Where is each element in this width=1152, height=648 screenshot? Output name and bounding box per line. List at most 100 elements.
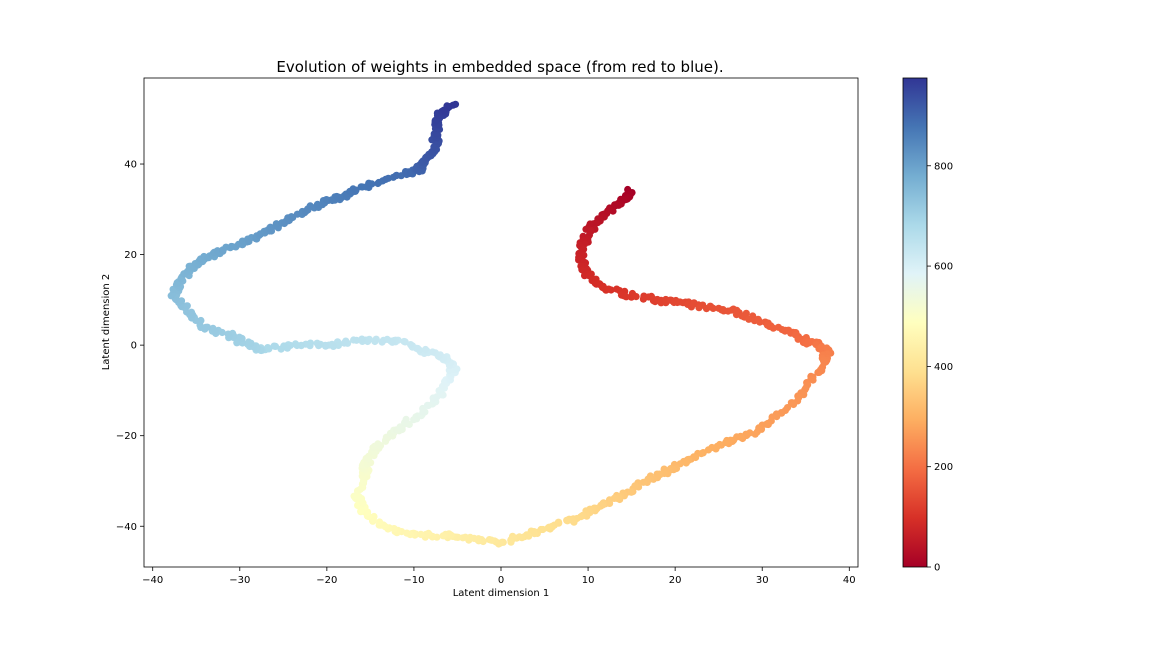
scatter-point bbox=[302, 207, 310, 215]
scatter-point bbox=[402, 415, 410, 423]
scatter-point bbox=[352, 336, 361, 344]
scatter-point bbox=[575, 256, 583, 264]
scatter-point bbox=[539, 525, 547, 534]
scatter-point bbox=[400, 337, 408, 346]
x-tick-label: −10 bbox=[403, 575, 424, 586]
plot-frame bbox=[143, 77, 859, 568]
scatter-point bbox=[496, 539, 504, 547]
colorbar-tick-label: 0 bbox=[934, 563, 940, 574]
scatter-point bbox=[814, 368, 822, 377]
scatter-point bbox=[429, 348, 437, 356]
colorbar-tick-label: 600 bbox=[934, 262, 953, 273]
scatter-point bbox=[390, 525, 398, 533]
scatter-point bbox=[745, 315, 753, 323]
colorbar-tick-label: 800 bbox=[934, 161, 953, 172]
scatter-point bbox=[378, 338, 386, 346]
scatter-point bbox=[358, 335, 366, 343]
scatter-point bbox=[376, 518, 384, 526]
x-tick-label: −20 bbox=[316, 575, 337, 586]
x-tick-label: 40 bbox=[843, 575, 856, 586]
scatter-point bbox=[357, 183, 365, 191]
y-tick-label: −40 bbox=[116, 522, 137, 533]
x-tick-label: 0 bbox=[498, 575, 504, 586]
scatter-point bbox=[365, 455, 373, 463]
scatter-point bbox=[245, 338, 253, 346]
scatter-point bbox=[235, 333, 243, 341]
scatter-point bbox=[306, 202, 314, 210]
scatter-point bbox=[789, 400, 798, 409]
colorbar-ticks: 0 200 400 600 800 bbox=[927, 161, 953, 574]
scatter-point bbox=[605, 285, 613, 293]
scatter-point bbox=[382, 175, 390, 183]
scatter-point bbox=[563, 517, 572, 525]
x-tick-label: −30 bbox=[229, 575, 250, 586]
scatter-point bbox=[709, 304, 717, 312]
scatter-point bbox=[545, 523, 553, 531]
scatter-point bbox=[794, 335, 802, 343]
scatter-point bbox=[396, 423, 404, 431]
scatter-point bbox=[751, 430, 759, 438]
scatter-point bbox=[322, 196, 330, 204]
scatter-point bbox=[403, 529, 411, 537]
scatter-point bbox=[639, 478, 648, 486]
scatter-point bbox=[197, 316, 205, 325]
scatter-point bbox=[515, 533, 524, 541]
y-tick-label: −20 bbox=[116, 431, 137, 442]
x-tick-label: −40 bbox=[142, 575, 163, 586]
x-tick-label: 10 bbox=[582, 575, 595, 586]
y-axis: −40 −20 0 20 40 bbox=[116, 160, 144, 533]
scatter-point bbox=[421, 345, 430, 354]
x-axis: −40 −30 −20 −10 0 10 20 30 40 bbox=[142, 567, 856, 586]
scatter-point bbox=[755, 317, 763, 325]
scatter-point bbox=[697, 450, 705, 458]
colorbar-tick-label: 400 bbox=[934, 362, 953, 373]
scatter-point bbox=[632, 293, 640, 301]
scatter-point bbox=[530, 530, 539, 538]
y-axis-label: Latent dimension 2 bbox=[101, 274, 112, 371]
scatter-point bbox=[224, 330, 232, 338]
scatter-point bbox=[272, 220, 280, 228]
scatter-point bbox=[342, 337, 350, 345]
scatter-point bbox=[622, 293, 630, 301]
scatter-point bbox=[439, 532, 447, 540]
scatter-point bbox=[365, 179, 373, 187]
scatter-point bbox=[507, 538, 515, 546]
scatter-point bbox=[817, 343, 826, 351]
x-tick-label: 20 bbox=[669, 575, 682, 586]
scatter-point bbox=[487, 536, 495, 544]
scatter-point bbox=[449, 101, 457, 109]
scatter-point bbox=[407, 341, 415, 349]
scatter-point bbox=[682, 459, 690, 467]
scatter-point bbox=[376, 442, 385, 450]
scatter-point bbox=[627, 488, 635, 496]
x-axis-label: Latent dimension 1 bbox=[453, 588, 550, 599]
scatter-point bbox=[352, 186, 360, 194]
points-layer bbox=[167, 100, 835, 548]
colorbar-tick-label: 200 bbox=[934, 462, 953, 473]
scatter-point bbox=[809, 376, 817, 384]
scatter-point bbox=[306, 339, 315, 347]
scatter-point bbox=[371, 337, 379, 346]
y-tick-label: 40 bbox=[124, 160, 137, 171]
scatter-point bbox=[293, 341, 301, 350]
chart-title: Evolution of weights in embedded space (… bbox=[276, 58, 723, 76]
scatter-point bbox=[228, 243, 236, 251]
scatter-point bbox=[209, 324, 217, 332]
x-tick-label: 30 bbox=[756, 575, 769, 586]
scatter-point bbox=[422, 530, 430, 538]
scatter-point bbox=[375, 178, 383, 187]
scatter-point bbox=[350, 492, 358, 500]
scatter-point bbox=[695, 304, 703, 312]
y-tick-label: 0 bbox=[131, 341, 137, 352]
y-tick-label: 20 bbox=[124, 250, 137, 261]
scatter-point bbox=[233, 339, 241, 347]
scatter-point bbox=[277, 345, 285, 353]
scatter-point bbox=[315, 342, 323, 350]
colorbar bbox=[902, 77, 928, 568]
scatter-point bbox=[183, 302, 191, 310]
scatter-point bbox=[592, 219, 600, 227]
scatter-point bbox=[203, 323, 211, 331]
scatter-point bbox=[392, 172, 400, 180]
scatter-point bbox=[270, 342, 278, 350]
